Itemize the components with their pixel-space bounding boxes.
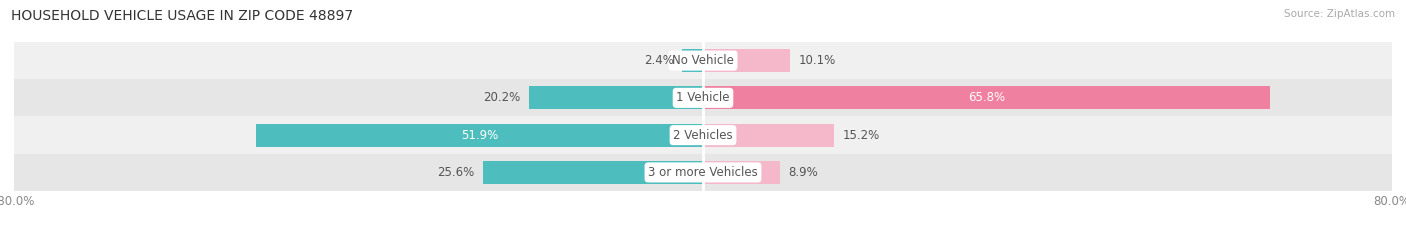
Bar	[14, 116, 1392, 154]
Text: 2.4%: 2.4%	[644, 54, 673, 67]
Bar	[14, 154, 1392, 191]
Text: 1 Vehicle: 1 Vehicle	[676, 91, 730, 104]
Text: 15.2%: 15.2%	[842, 129, 880, 142]
Bar	[529, 86, 703, 110]
Text: 2 Vehicles: 2 Vehicles	[673, 129, 733, 142]
Text: 25.6%: 25.6%	[437, 166, 474, 179]
Text: 65.8%: 65.8%	[967, 91, 1005, 104]
Text: 3 or more Vehicles: 3 or more Vehicles	[648, 166, 758, 179]
Bar	[256, 123, 703, 147]
Bar	[703, 161, 780, 184]
Bar	[14, 42, 1392, 79]
Text: 8.9%: 8.9%	[789, 166, 818, 179]
Bar	[703, 86, 1270, 110]
Bar	[703, 49, 790, 72]
Text: HOUSEHOLD VEHICLE USAGE IN ZIP CODE 48897: HOUSEHOLD VEHICLE USAGE IN ZIP CODE 4889…	[11, 9, 353, 23]
Text: 51.9%: 51.9%	[461, 129, 498, 142]
Text: 20.2%: 20.2%	[484, 91, 520, 104]
Text: No Vehicle: No Vehicle	[672, 54, 734, 67]
Bar	[14, 79, 1392, 116]
Bar	[703, 123, 834, 147]
Text: Source: ZipAtlas.com: Source: ZipAtlas.com	[1284, 9, 1395, 19]
Bar	[482, 161, 703, 184]
Bar	[682, 49, 703, 72]
Text: 10.1%: 10.1%	[799, 54, 835, 67]
